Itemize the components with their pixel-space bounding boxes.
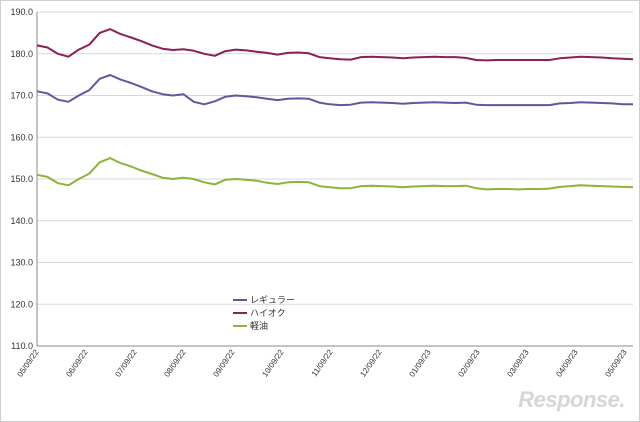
x-tick-label: 03/09/23 (505, 348, 531, 379)
x-tick-label: 06/09/22 (64, 348, 90, 379)
y-tick-label: 190.0 (10, 7, 33, 17)
y-tick-label: 130.0 (10, 258, 33, 268)
response-watermark: Response. (518, 387, 625, 412)
x-tick-label: 11/09/22 (310, 348, 335, 379)
legend-label: ハイオク (250, 308, 286, 318)
x-tick-label: 04/09/23 (554, 348, 580, 379)
y-tick-label: 170.0 (10, 91, 33, 101)
x-tick-label: 07/09/22 (113, 348, 139, 379)
x-tick-label: 01/09/23 (407, 348, 433, 379)
series-line (36, 74, 633, 107)
x-tick-label: 08/09/22 (162, 348, 188, 379)
y-tick-label: 120.0 (10, 299, 33, 309)
y-tick-label: 150.0 (10, 174, 33, 184)
y-tick-label: 110.0 (11, 341, 33, 351)
x-tick-label: 05/09/23 (603, 348, 629, 379)
y-tick-label: 180.0 (10, 49, 33, 59)
series-line (36, 28, 634, 62)
y-tick-label: 140.0 (10, 216, 33, 226)
x-tick-label: 09/09/22 (211, 348, 237, 379)
x-tick-label: 05/09/22 (15, 348, 41, 379)
series-line (36, 157, 634, 191)
x-tick-label: 10/09/22 (260, 348, 286, 379)
legend-label: 軽油 (250, 320, 268, 331)
y-tick-label: 160.0 (10, 132, 33, 142)
x-tick-label: 02/09/23 (456, 348, 482, 379)
legend-label: レギュラー (250, 295, 295, 305)
x-tick-label: 12/09/22 (358, 348, 384, 379)
